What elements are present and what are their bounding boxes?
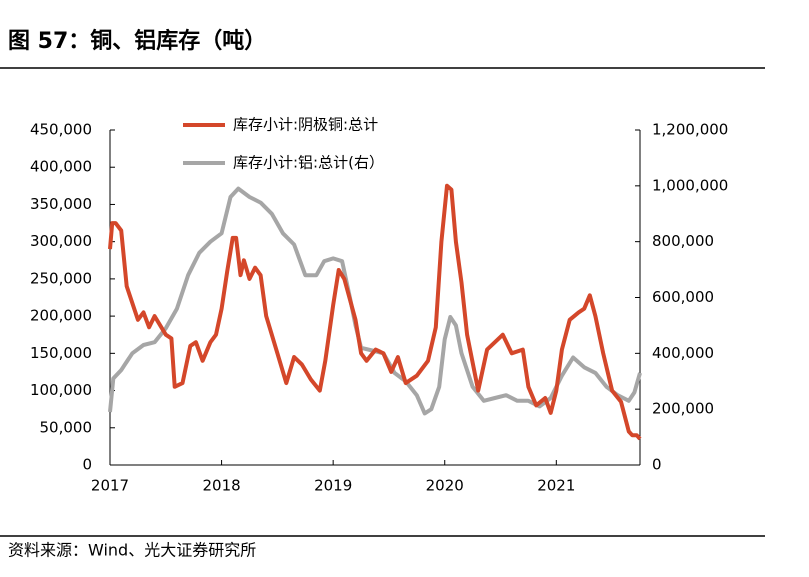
x-tick-label: 2021 [537, 477, 575, 495]
x-tick-label: 2017 [91, 477, 129, 495]
y2-tick-label: 800,000 [652, 232, 714, 250]
y2-tick-label: 200,000 [652, 400, 714, 418]
series-line [108, 186, 642, 416]
y-tick-label: 200,000 [30, 307, 92, 325]
y-tick-label: 400,000 [30, 158, 92, 176]
y2-tick-label: 1,200,000 [652, 121, 728, 139]
legend-label: 库存小计:阴极铜:总计 [233, 116, 378, 134]
y-tick-label: 150,000 [30, 344, 92, 362]
x-tick-label: 2019 [314, 477, 352, 495]
y-tick-label: 0 [82, 456, 92, 474]
chart-title: 图 57：铜、铝库存（吨） [8, 28, 266, 54]
y-tick-label: 50,000 [40, 418, 93, 436]
source: 资料来源：Wind、光大证券研究所 [8, 541, 256, 560]
y-tick-label: 250,000 [30, 269, 92, 287]
y2-tick-label: 1,000,000 [652, 176, 728, 194]
legend-label: 库存小计:铝:总计(右） [233, 154, 384, 172]
series-line [108, 183, 642, 441]
y-tick-label: 300,000 [30, 232, 92, 250]
x-tick-label: 2018 [202, 477, 240, 495]
y-tick-label: 350,000 [30, 195, 92, 213]
y2-tick-label: 400,000 [652, 344, 714, 362]
y-tick-label: 100,000 [30, 381, 92, 399]
y2-tick-label: 0 [652, 456, 662, 474]
y-tick-label: 450,000 [30, 121, 92, 139]
y2-tick-label: 600,000 [652, 288, 714, 306]
x-tick-label: 2020 [426, 477, 464, 495]
